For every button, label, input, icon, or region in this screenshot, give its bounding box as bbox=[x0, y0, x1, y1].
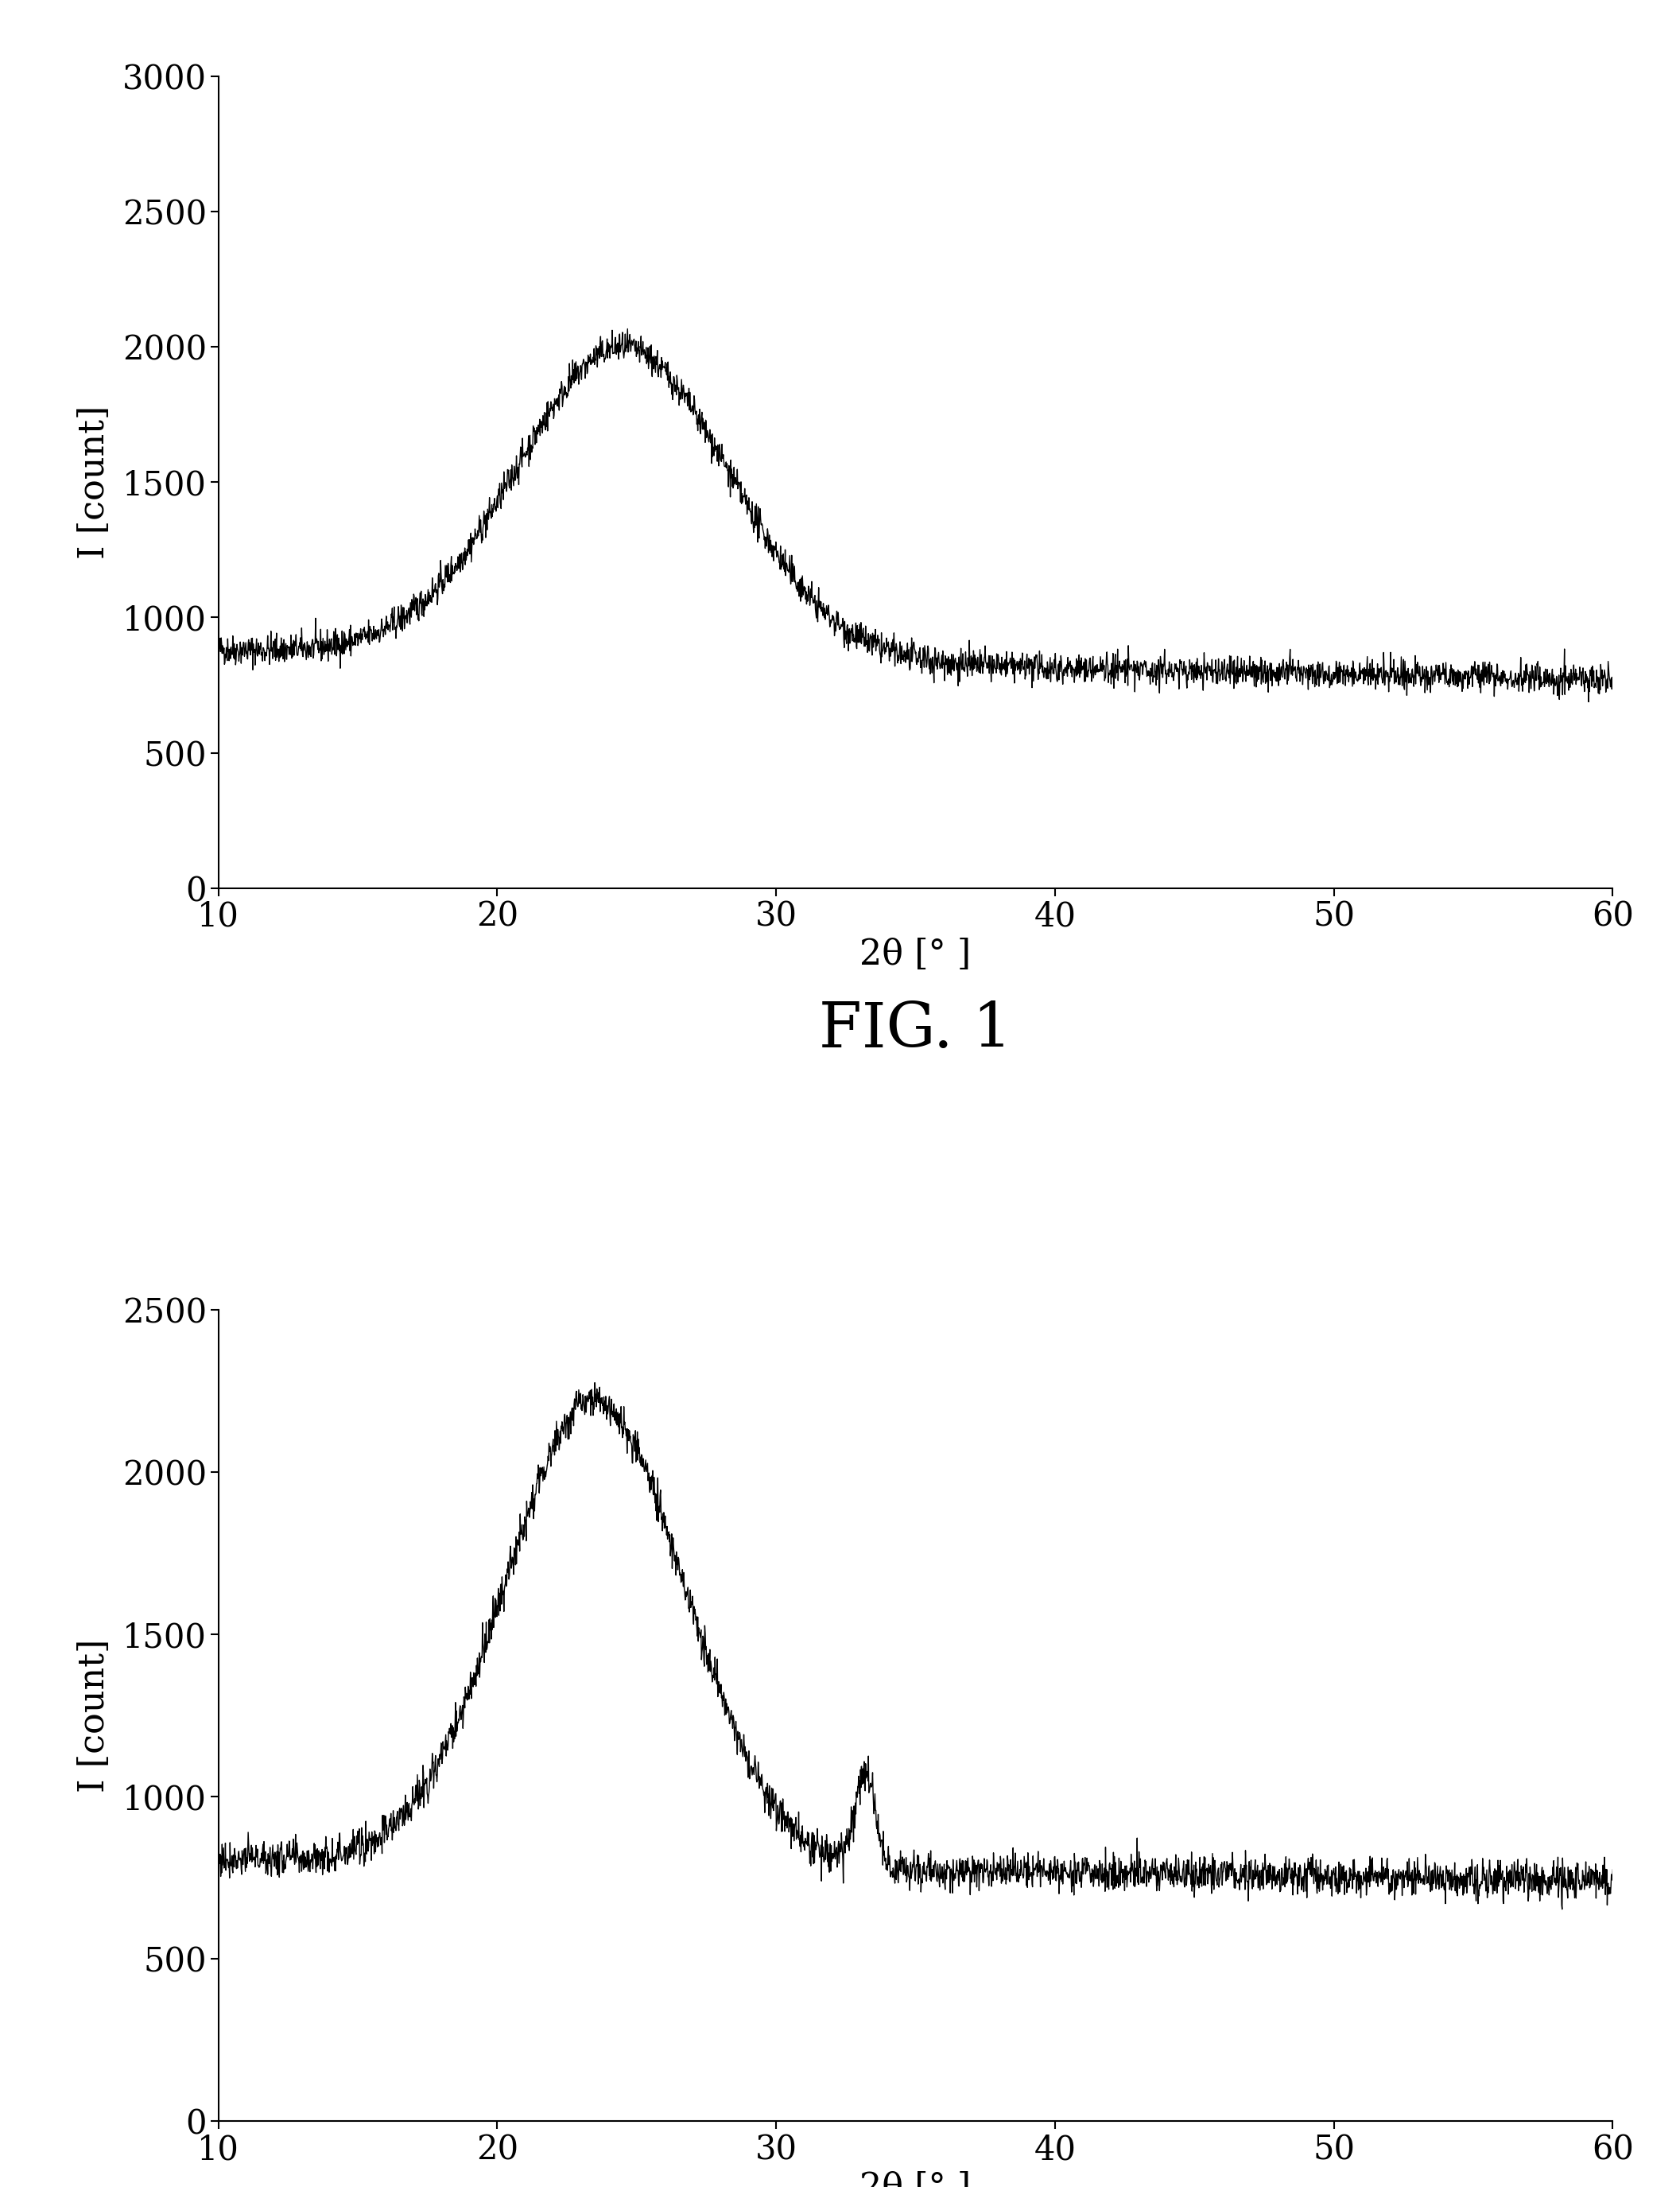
Text: FIG. 1: FIG. 1 bbox=[820, 999, 1011, 1061]
X-axis label: 2θ [° ]: 2θ [° ] bbox=[860, 2172, 971, 2187]
X-axis label: 2θ [° ]: 2θ [° ] bbox=[860, 938, 971, 971]
Y-axis label: I [count]: I [count] bbox=[77, 405, 111, 560]
Y-axis label: I [count]: I [count] bbox=[77, 1638, 111, 1793]
